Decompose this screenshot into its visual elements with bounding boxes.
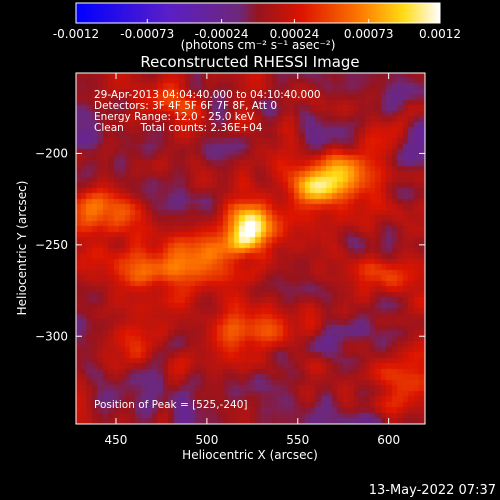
- colorbar-ticks: -0.0012 -0.00073 -0.00024 0.00024 0.00073 0.0…: [53, 19, 461, 41]
- colorbar-tick-label: 0.00073: [344, 27, 394, 41]
- colorbar-tick-label: -0.00024: [195, 27, 249, 41]
- x-tick-label: 450: [105, 433, 128, 447]
- y-tick-label: −250: [35, 238, 68, 252]
- info-peak-position: Position of Peak = [525,-240]: [94, 399, 248, 411]
- y-tick-label: −200: [35, 146, 68, 160]
- x-tick-label: 600: [377, 433, 400, 447]
- y-tick-label: −300: [35, 329, 68, 343]
- x-axis-ticks: 450 500 550 600: [105, 73, 400, 447]
- info-energy-range: Energy Range: 12.0 - 25.0 keV: [94, 111, 255, 123]
- colorbar-tick-label: -0.00073: [120, 27, 174, 41]
- colorbar-tick-label: -0.0012: [53, 27, 99, 41]
- colorbar-frame: [75, 2, 441, 24]
- y-axis-ticks: −200 −250 −300: [35, 146, 425, 343]
- x-tick-label: 550: [286, 433, 309, 447]
- colorbar-tick-label: 0.0012: [419, 27, 461, 41]
- colorbar-tick-label: 0.00024: [270, 27, 320, 41]
- x-axis-label: Heliocentric X (arcsec): [182, 448, 318, 462]
- plot-frame: [75, 72, 426, 425]
- info-detectors: Detectors: 3F 4F 5F 6F 7F 8F, Att 0: [94, 100, 277, 112]
- footer-timestamp: 13-May-2022 07:37: [369, 483, 496, 498]
- info-counts: Clean Total counts: 2.36E+04: [94, 122, 263, 134]
- chart-title: Reconstructed RHESSI Image: [140, 53, 359, 71]
- heatmap-image: [76, 73, 425, 424]
- info-time-range: 29-Apr-2013 04:04:40.000 to 04:10:40.000: [94, 89, 321, 101]
- colorbar: [76, 3, 440, 23]
- y-axis-label: Heliocentric Y (arcsec): [15, 181, 29, 316]
- x-tick-label: 500: [195, 433, 218, 447]
- colorbar-unit-label: (photons cm⁻² s⁻¹ asec⁻²): [181, 38, 336, 52]
